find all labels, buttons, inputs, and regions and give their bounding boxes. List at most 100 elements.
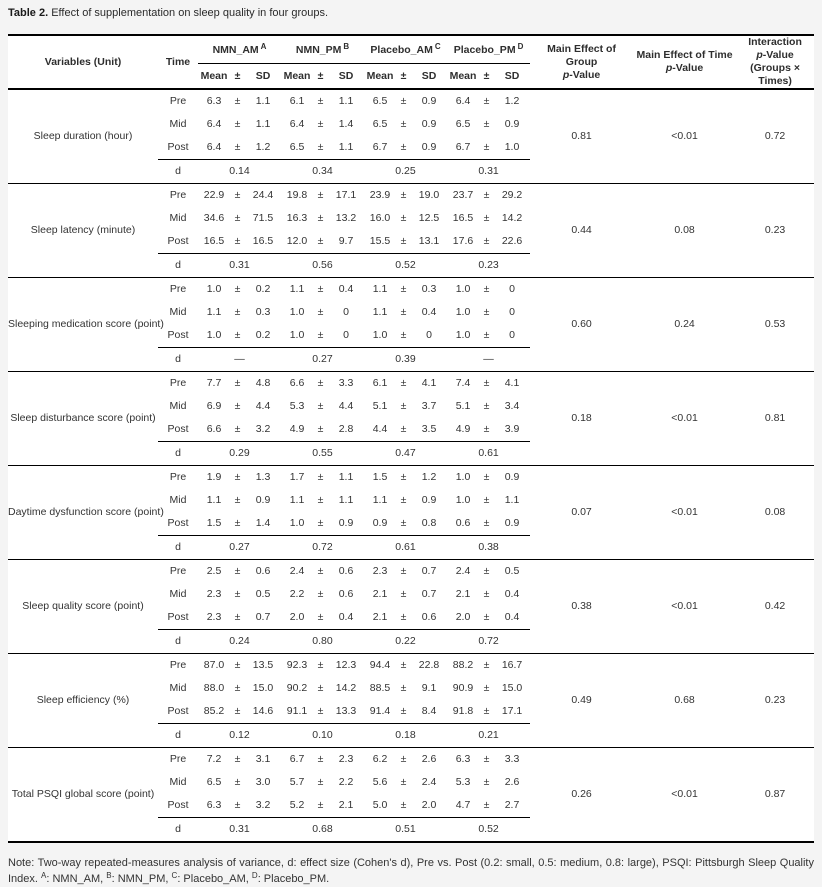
mean-value: 1.1: [372, 494, 388, 507]
mean-value: 34.6: [203, 212, 225, 225]
plus-minus-sign: ±: [483, 682, 490, 695]
sd-value: 1.4: [245, 512, 282, 536]
sd-value: 0.7: [245, 606, 282, 630]
plus-minus-sign: ±: [317, 95, 324, 108]
mean-value: 88.0: [203, 682, 225, 695]
plus-minus-sign: ±: [234, 753, 241, 766]
header-time: Time: [158, 35, 198, 90]
plus-minus-sign: ±: [400, 118, 407, 131]
effect-size-value: 0.47: [364, 441, 448, 466]
footnote-marker: C: [171, 871, 178, 880]
header-plus-minus: ±: [230, 63, 245, 90]
sd-value: 17.1: [494, 700, 531, 724]
footnote-marker: D: [251, 871, 258, 880]
sd-value: 2.0: [411, 794, 448, 818]
sd-value: 4.8: [255, 377, 271, 390]
sd-value: 0.9: [504, 471, 520, 484]
sd-value: 0.8: [411, 512, 448, 536]
mean-value: 6.5: [455, 118, 471, 131]
sd-value: 16.7: [501, 659, 523, 672]
mean-value: 85.2: [198, 700, 230, 724]
effect-size-value: 0.38: [447, 535, 531, 560]
plus-minus-sign: ±: [479, 512, 495, 536]
plus-minus-sign: ±: [234, 494, 241, 507]
variable-name: Sleep efficiency (%): [8, 653, 158, 748]
mean-value: 1.0: [281, 324, 314, 348]
mean-value: 16.3: [286, 212, 308, 225]
mean-value: 12.0: [281, 230, 314, 254]
sd-value: 1.1: [504, 494, 520, 507]
sd-value: 1.1: [338, 95, 354, 108]
p-value-group: 0.49: [530, 653, 634, 748]
effect-size-row: d 0.12 0.10 0.18 0.21: [8, 723, 814, 748]
plus-minus-sign: ±: [483, 565, 490, 578]
plus-minus-sign: ±: [230, 512, 245, 536]
effect-size-value: 0.31: [198, 253, 282, 278]
plus-minus-sign: ±: [483, 494, 490, 507]
sd-value: 0.9: [411, 136, 448, 160]
plus-minus-sign: ±: [483, 283, 490, 296]
effect-size-label: d: [158, 441, 198, 466]
sd-value: 1.2: [421, 471, 437, 484]
effect-size-label: d: [158, 253, 198, 278]
measure-row: Post 6.3 ±3.2 5.2 ±2.1 5.0 ±2.0 4.7 ±2.7: [8, 794, 814, 818]
time-label: Post: [158, 418, 198, 442]
mean-value: 1.0: [455, 494, 471, 507]
effect-size-value: 0.68: [281, 817, 365, 843]
sd-value: 22.6: [494, 230, 531, 254]
p-value-group: 0.81: [530, 89, 634, 184]
plus-minus-sign: ±: [479, 700, 495, 724]
variable-name: Total PSQI global score (point): [8, 747, 158, 843]
plus-minus-sign: ±: [483, 471, 490, 484]
group-footnote-marker: B: [343, 41, 350, 51]
mean-value: 90.9: [452, 682, 474, 695]
plus-minus-sign: ±: [396, 418, 412, 442]
mean-value: 91.4: [364, 700, 397, 724]
sd-value: 9.1: [421, 682, 437, 695]
mean-value: 1.5: [372, 471, 388, 484]
sd-value: 1.1: [338, 494, 354, 507]
p-value-interaction: 0.08: [736, 465, 815, 560]
mean-value: 5.1: [455, 400, 471, 413]
header-mean: Mean: [364, 63, 397, 90]
time-label: Pre: [169, 753, 187, 766]
header-line: p-Value: [562, 68, 601, 81]
sd-value: 0: [343, 306, 349, 319]
table-body: Sleep duration (hour) Pre 6.3 ±1.1 6.1 ±1.1 6.…: [8, 89, 815, 843]
mean-value: 6.4: [206, 118, 222, 131]
p-value-time: 0.08: [633, 183, 737, 278]
sd-value: 1.1: [338, 471, 354, 484]
plus-minus-sign: ±: [230, 230, 245, 254]
mean-value: 1.0: [455, 306, 471, 319]
sd-value: 0.2: [245, 324, 282, 348]
mean-value: 22.9: [203, 189, 225, 202]
effect-size-value: 0.51: [364, 817, 448, 843]
plus-minus-sign: ±: [230, 700, 245, 724]
sd-value: 0.4: [504, 588, 520, 601]
sd-value: 9.7: [328, 230, 365, 254]
sd-value: 0.4: [328, 606, 365, 630]
plus-minus-sign: ±: [479, 418, 495, 442]
effect-size-label: d: [158, 723, 198, 748]
sd-value: 14.2: [501, 212, 523, 225]
header-plus-minus: ±: [396, 63, 412, 90]
sd-value: 3.7: [421, 400, 437, 413]
p-value-time: 0.68: [633, 653, 737, 748]
plus-minus-sign: ±: [317, 659, 324, 672]
mean-value: 2.0: [281, 606, 314, 630]
effect-size-value: 0.39: [364, 347, 448, 372]
measure-row: Sleep latency (minute) Pre 22.9 ±24.4 19.8 ±1…: [8, 183, 815, 278]
sd-value: 24.4: [252, 189, 274, 202]
sd-value: 4.4: [255, 400, 271, 413]
mean-value: 1.5: [198, 512, 230, 536]
sd-value: 13.3: [328, 700, 365, 724]
effect-size-value: 0.22: [364, 629, 448, 654]
sd-value: 1.3: [255, 471, 271, 484]
measure-row: Mid 34.6 ±71.5 16.3 ±13.2 16.0 ±12.5 16.5 ±14.2: [8, 207, 814, 230]
p-value-group: 0.26: [530, 747, 634, 843]
mean-value: 7.2: [206, 753, 222, 766]
plus-minus-sign: ±: [479, 230, 495, 254]
effect-size-value: 0.31: [447, 159, 531, 184]
sd-value: 3.5: [411, 418, 448, 442]
mean-value: 6.7: [289, 753, 305, 766]
